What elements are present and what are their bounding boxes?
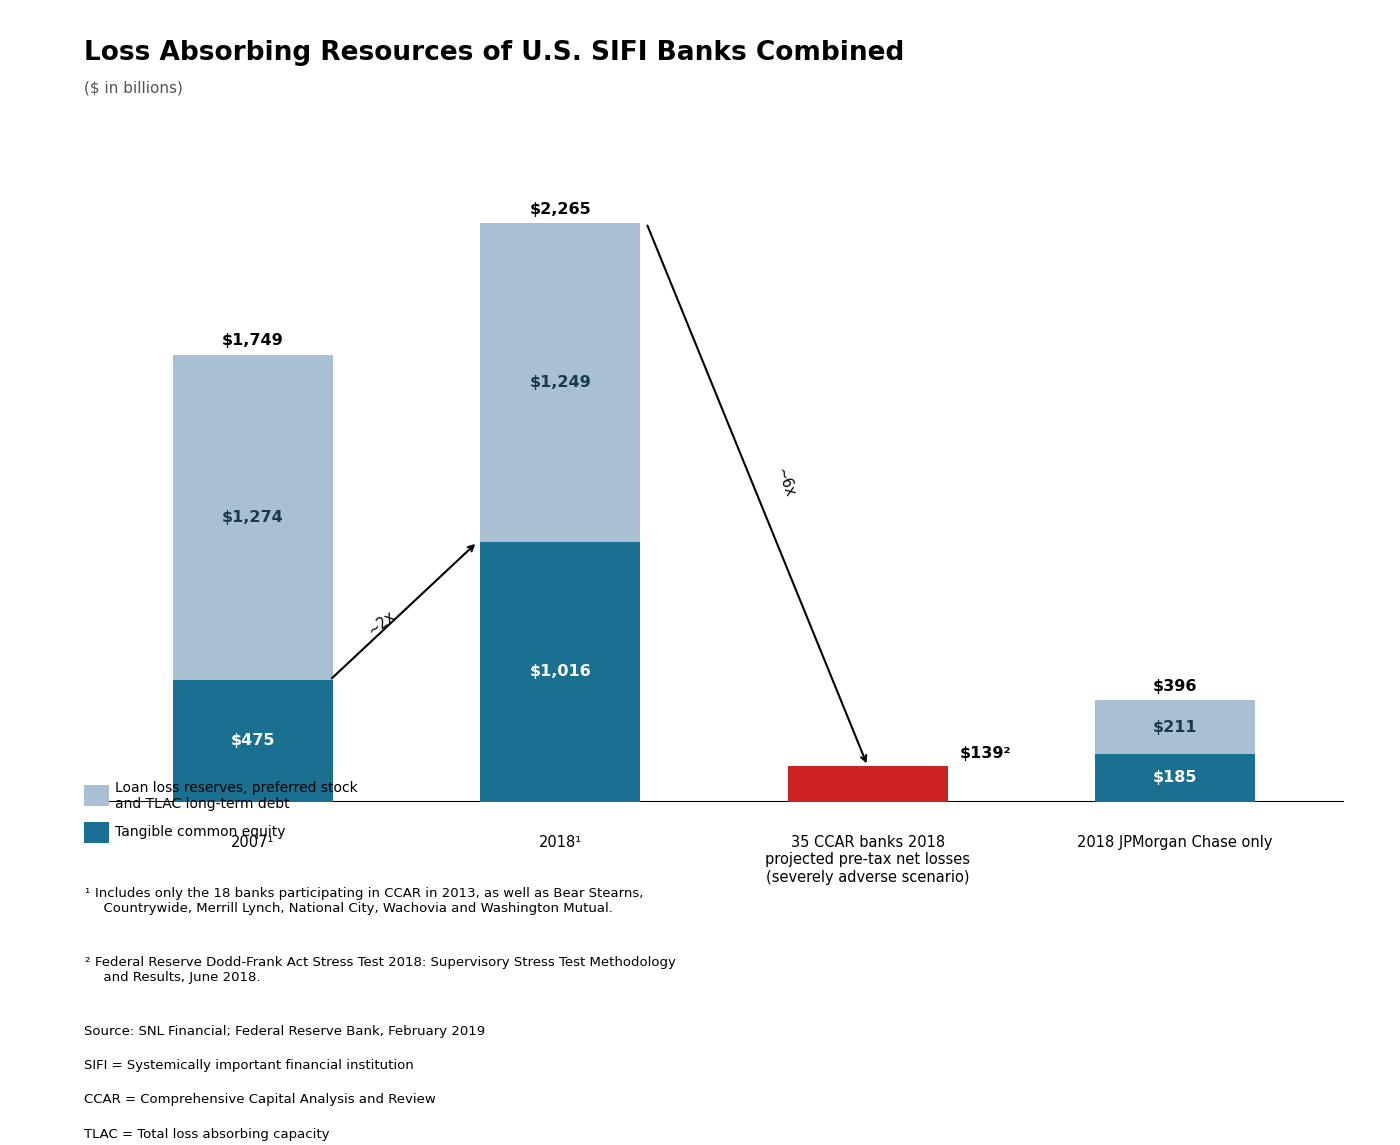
Text: ($ in billions): ($ in billions) (84, 80, 183, 95)
Text: $185: $185 (1152, 771, 1197, 785)
Text: Tangible common equity: Tangible common equity (115, 826, 286, 839)
Text: $211: $211 (1152, 720, 1197, 735)
Text: $2,265: $2,265 (529, 202, 591, 216)
Text: 2018¹: 2018¹ (539, 835, 582, 850)
Bar (480, 223, 640, 542)
Text: Source: SNL Financial; Federal Reserve Bank, February 2019: Source: SNL Financial; Federal Reserve B… (84, 1025, 486, 1037)
Text: Loan loss reserves, preferred stock
and TLAC long-term debt: Loan loss reserves, preferred stock and … (115, 781, 357, 811)
Bar (174, 680, 333, 802)
Text: ~6x: ~6x (773, 466, 797, 499)
Text: Loss Absorbing Resources of U.S. SIFI Banks Combined: Loss Absorbing Resources of U.S. SIFI Ba… (84, 40, 904, 66)
Text: $139²: $139² (960, 745, 1011, 761)
Text: 2007¹: 2007¹ (231, 835, 274, 850)
Text: Includes only the 18 banks participating in CCAR in 2013, as well as Bear Stearn: Includes only the 18 banks participating… (95, 887, 644, 915)
Text: ²: ² (84, 956, 90, 969)
Text: $475: $475 (231, 733, 276, 749)
Text: $1,274: $1,274 (223, 510, 284, 524)
Text: $396: $396 (1152, 679, 1197, 694)
Text: $1,249: $1,249 (529, 374, 591, 390)
Text: $1,749: $1,749 (223, 333, 284, 348)
Text: ¹: ¹ (84, 887, 90, 900)
Bar (788, 766, 948, 801)
Text: ~2x: ~2x (365, 608, 399, 638)
Bar (1095, 755, 1254, 802)
Text: 35 CCAR banks 2018
projected pre-tax net losses
(severely adverse scenario): 35 CCAR banks 2018 projected pre-tax net… (766, 835, 970, 884)
Text: SIFI = Systemically important financial institution: SIFI = Systemically important financial … (84, 1059, 414, 1072)
Text: Federal Reserve Dodd-Frank Act Stress Test 2018: Supervisory Stress Test Methodo: Federal Reserve Dodd-Frank Act Stress Te… (95, 956, 676, 984)
Text: TLAC = Total loss absorbing capacity: TLAC = Total loss absorbing capacity (84, 1128, 329, 1140)
Text: CCAR = Comprehensive Capital Analysis and Review: CCAR = Comprehensive Capital Analysis an… (84, 1093, 435, 1106)
Bar (1095, 701, 1254, 755)
Text: 2018 JPMorgan Chase only: 2018 JPMorgan Chase only (1077, 835, 1273, 850)
Text: $1,016: $1,016 (529, 664, 591, 679)
Bar (480, 542, 640, 801)
Bar (174, 355, 333, 680)
